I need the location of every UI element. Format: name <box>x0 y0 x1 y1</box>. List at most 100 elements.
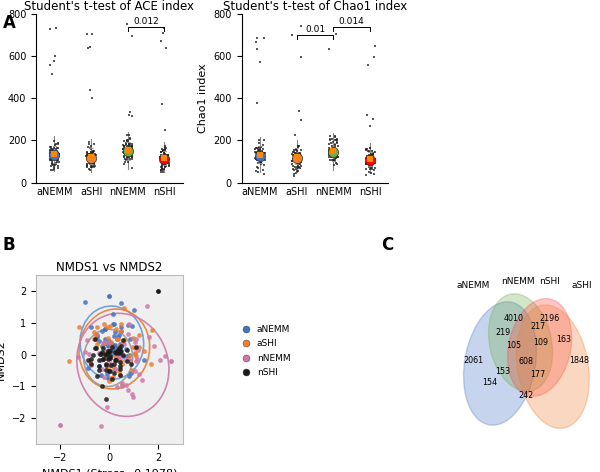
Title: Student's t-test of ACE index: Student's t-test of ACE index <box>25 0 194 13</box>
Point <box>88 160 97 168</box>
Point <box>91 152 100 159</box>
Point <box>86 154 96 161</box>
Point <box>331 152 340 160</box>
Point <box>252 155 262 162</box>
Point <box>103 340 112 347</box>
Point <box>330 152 340 159</box>
Point <box>126 149 136 157</box>
Point <box>86 163 95 171</box>
Point <box>103 339 113 346</box>
Point <box>94 362 104 370</box>
Point <box>361 146 370 154</box>
Point <box>332 152 342 160</box>
Point <box>92 331 101 339</box>
Point <box>292 155 301 162</box>
Point <box>97 343 107 350</box>
Point <box>325 151 334 159</box>
Point <box>112 335 122 342</box>
Point <box>290 170 299 177</box>
Point <box>52 147 62 155</box>
Point <box>86 43 95 51</box>
Point <box>52 151 62 159</box>
Point <box>109 332 118 340</box>
Point <box>127 140 137 147</box>
Point <box>116 342 126 350</box>
Point <box>123 146 133 154</box>
Point <box>331 0 341 8</box>
Point <box>87 149 97 157</box>
Point <box>364 147 373 155</box>
Point <box>160 151 170 158</box>
Point <box>156 166 166 174</box>
Point <box>287 160 297 168</box>
Point <box>128 148 137 155</box>
Point <box>128 343 137 351</box>
Point <box>116 320 126 328</box>
Point <box>46 151 55 158</box>
Point <box>328 138 338 145</box>
Point <box>107 346 116 353</box>
Point <box>52 144 62 152</box>
Point <box>293 154 302 161</box>
Point <box>254 143 264 151</box>
Point <box>362 160 371 168</box>
Point <box>88 148 98 155</box>
Point <box>123 386 133 393</box>
Point <box>296 152 306 160</box>
Point <box>99 320 109 328</box>
Point <box>250 145 260 153</box>
Point <box>362 154 372 161</box>
Point <box>116 327 126 335</box>
Point <box>116 348 125 355</box>
Point <box>91 151 100 159</box>
Point <box>332 138 342 146</box>
Point <box>125 134 135 142</box>
Point <box>157 155 167 162</box>
Text: 153: 153 <box>496 367 511 376</box>
Point <box>367 152 376 159</box>
Point <box>89 156 98 163</box>
Point <box>101 335 110 343</box>
Point <box>87 151 97 158</box>
Point <box>126 152 136 160</box>
Point <box>331 146 341 153</box>
Point <box>100 348 109 356</box>
Point <box>293 157 302 164</box>
Point <box>122 138 132 145</box>
Point <box>92 334 102 341</box>
Point <box>332 146 341 154</box>
Point <box>133 346 143 354</box>
Point <box>367 153 377 161</box>
Point <box>251 150 261 157</box>
Point <box>88 154 97 162</box>
Point <box>252 45 262 52</box>
Point <box>112 353 121 361</box>
Point <box>47 154 57 162</box>
Text: C: C <box>381 236 393 254</box>
Point <box>47 150 57 157</box>
Point <box>128 334 138 342</box>
Point <box>332 160 342 168</box>
Point <box>254 155 264 162</box>
Point <box>324 153 334 161</box>
Point <box>293 162 302 170</box>
Point <box>158 166 168 174</box>
Point <box>84 138 94 145</box>
Point <box>254 145 263 153</box>
Point <box>89 328 98 335</box>
Point <box>88 156 97 164</box>
Point <box>96 356 106 363</box>
Point <box>50 151 59 158</box>
Point <box>127 153 137 160</box>
Point <box>159 152 169 160</box>
Text: 608: 608 <box>519 357 534 366</box>
Point <box>369 156 379 164</box>
Point <box>120 356 130 364</box>
Point <box>259 149 269 157</box>
Point <box>361 154 371 162</box>
Point <box>86 153 95 161</box>
Point <box>252 152 262 160</box>
Point <box>254 156 264 163</box>
Point <box>134 343 143 350</box>
Point <box>125 155 134 162</box>
